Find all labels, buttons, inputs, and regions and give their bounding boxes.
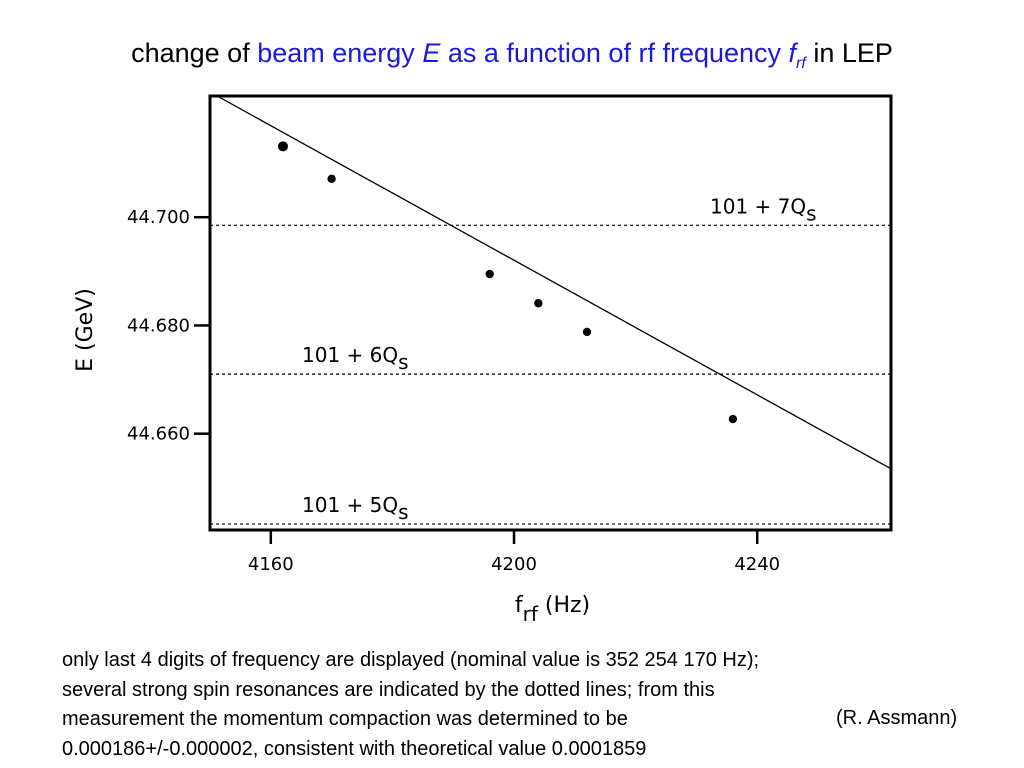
x-axis-label: frf (Hz) — [515, 593, 590, 626]
resonance-label-text: 101 + 5Q — [302, 493, 398, 517]
x-tick-label: 4240 — [734, 554, 780, 575]
data-point — [728, 414, 738, 424]
plot-frame — [208, 94, 893, 532]
resonance-label-sub: s — [398, 500, 408, 524]
x-axis-label-unit: (Hz) — [538, 593, 590, 618]
caption-line-1: only last 4 digits of frequency are disp… — [62, 649, 760, 671]
y-tick-label: 44.660 — [127, 424, 190, 445]
title-symbol-f-sub: rf — [796, 55, 806, 72]
caption-line-4: 0.000186+/-0.000002, consistent with the… — [62, 737, 647, 760]
fit-line-layer — [218, 96, 892, 470]
x-tick-label: 4200 — [491, 554, 537, 575]
resonance-label-sub: s — [398, 350, 408, 374]
x-axis-label-sub: rf — [523, 602, 539, 626]
data-point — [534, 299, 543, 308]
data-point — [277, 141, 288, 152]
caption-line-2: several strong spin resonances are indic… — [62, 678, 715, 701]
slide-title: change of beam energy E as a function of… — [0, 38, 1024, 73]
x-tick-label: 4160 — [248, 554, 294, 575]
resonance-label: 101 + 7Qs — [710, 194, 817, 225]
title-symbol-f: f — [788, 38, 797, 68]
data-point — [485, 269, 494, 279]
axis-ticks: 4160 4200 4240 44.660 44.680 44.700 — [127, 207, 780, 575]
title-text-2: beam energy — [257, 38, 423, 68]
x-axis-label-symbol: f — [515, 593, 524, 618]
data-points — [277, 141, 738, 424]
y-tick-label: 44.700 — [127, 207, 190, 228]
title-text-1: change of — [131, 38, 258, 68]
data-point — [327, 174, 336, 183]
fit-line — [218, 96, 892, 470]
caption-credit: (R. Assmann) — [836, 707, 958, 729]
y-tick-label: 44.680 — [127, 315, 190, 336]
resonance-label-text: 101 + 6Q — [302, 343, 398, 367]
title-symbol-e: E — [422, 38, 441, 68]
resonance-label: 101 + 6Qs — [302, 343, 409, 374]
y-axis-label: E (GeV) — [73, 288, 98, 372]
resonance-label: 101 + 5Qs — [302, 493, 409, 524]
resonance-label-text: 101 + 7Q — [710, 194, 806, 218]
data-point — [582, 327, 592, 337]
title-text-4: in LEP — [805, 38, 893, 68]
title-text-3: as a function of rf frequency — [440, 38, 789, 68]
resonance-label-sub: s — [806, 201, 816, 225]
caption-line-3: measurement the momentum compaction was … — [62, 708, 628, 730]
caption: only last 4 digits of frequency are disp… — [62, 646, 1012, 764]
